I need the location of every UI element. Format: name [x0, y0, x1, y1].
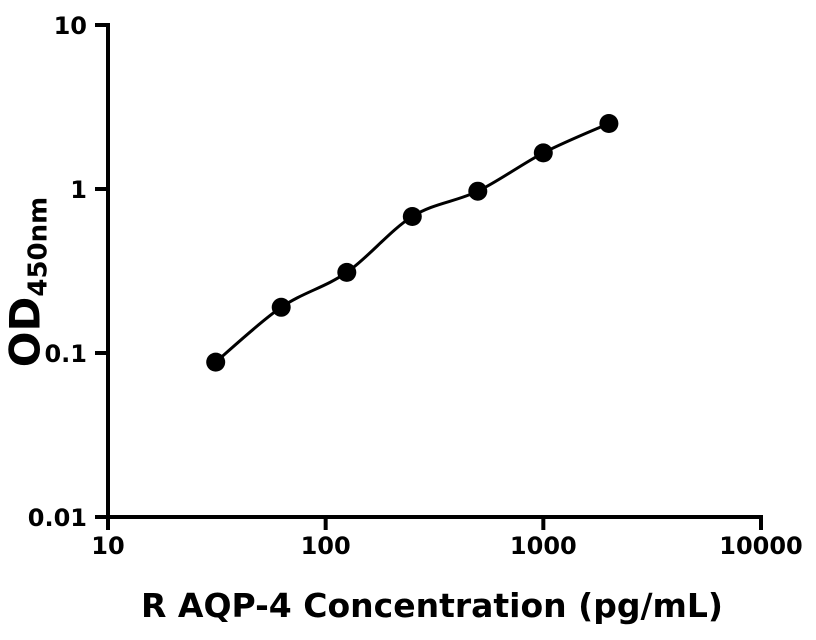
x-axis-tick-label: 1000 — [510, 532, 577, 560]
data-point-marker — [468, 181, 488, 201]
data-point-marker — [271, 297, 291, 317]
axis-spines — [106, 23, 763, 519]
y-axis-tick-label: 0.1 — [44, 340, 87, 368]
y-axis-tick-label: 1 — [70, 176, 87, 204]
data-point-marker — [337, 262, 357, 282]
x-axis-tick-label: 10000 — [719, 532, 803, 560]
y-axis-label-main: OD — [0, 296, 50, 368]
data-point-marker — [206, 352, 226, 372]
data-point-marker — [402, 207, 422, 226]
x-axis-tick-label: 10 — [91, 532, 124, 560]
y-axis-label: OD450nm — [1, 196, 54, 367]
data-point-marker — [599, 114, 619, 133]
x-axis-label: R AQP-4 Concentration (pg/mL) — [141, 586, 723, 625]
x-axis-tick-label: 100 — [301, 532, 351, 560]
y-axis-tick-label: 10 — [54, 12, 87, 40]
y-axis-tick-label: 0.01 — [28, 504, 87, 532]
y-axis-label-subscript: 450nm — [23, 196, 54, 297]
data-point-marker — [533, 143, 553, 163]
